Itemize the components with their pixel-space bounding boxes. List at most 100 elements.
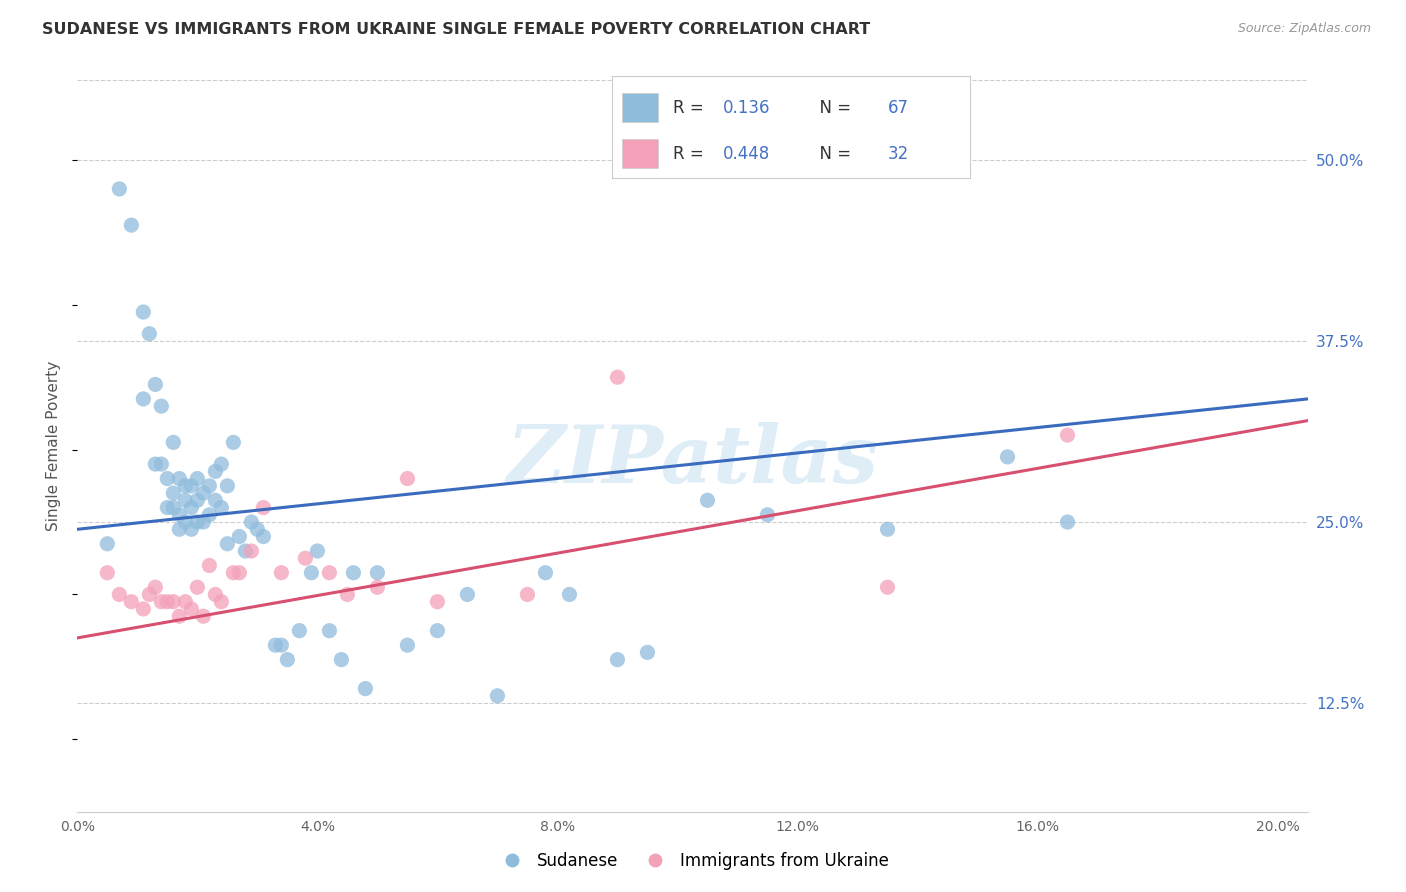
Point [186,580,208,594]
Point [876,522,898,536]
Point [246,522,269,536]
Point [288,624,311,638]
Point [156,472,179,486]
Point [143,580,166,594]
Point [193,515,215,529]
Point [180,479,202,493]
Point [876,580,898,594]
Point [174,493,197,508]
Point [217,479,239,493]
Text: 67: 67 [887,99,908,117]
Point [516,587,538,601]
Point [108,587,131,601]
Point [1056,428,1078,442]
Point [198,479,221,493]
Y-axis label: Single Female Poverty: Single Female Poverty [46,361,62,531]
Text: 32: 32 [887,145,908,162]
Point [756,508,779,522]
Point [150,595,173,609]
Point [120,218,142,232]
Point [294,551,316,566]
Point [209,500,232,515]
Point [169,508,191,522]
Point [120,595,142,609]
Point [162,486,184,500]
Point [534,566,557,580]
Point [276,653,298,667]
Point [636,645,658,659]
Point [318,624,340,638]
Text: R =: R = [672,145,709,162]
Point [162,435,184,450]
Point [318,566,340,580]
Point [96,566,118,580]
Point [235,544,257,558]
Point [180,500,202,515]
Text: SUDANESE VS IMMIGRANTS FROM UKRAINE SINGLE FEMALE POVERTY CORRELATION CHART: SUDANESE VS IMMIGRANTS FROM UKRAINE SING… [42,22,870,37]
Point [186,515,208,529]
Point [336,587,359,601]
Point [228,566,250,580]
Point [143,457,166,471]
Text: 0.448: 0.448 [723,145,770,162]
Point [204,493,226,508]
Point [193,486,215,500]
Point [209,457,232,471]
Point [228,529,250,543]
Point [180,522,202,536]
Point [174,595,197,609]
Point [330,653,353,667]
Point [366,580,388,594]
Point [222,566,245,580]
Point [307,544,329,558]
Point [240,515,263,529]
Text: ZIPatlas: ZIPatlas [506,422,879,500]
Point [174,479,197,493]
Point [138,326,160,341]
Point [150,457,173,471]
Point [396,472,419,486]
Text: R =: R = [672,99,709,117]
Point [299,566,322,580]
Point [156,500,179,515]
Point [186,493,208,508]
Point [426,595,449,609]
Point [204,464,226,478]
Point [143,377,166,392]
FancyBboxPatch shape [623,139,658,168]
Point [270,566,292,580]
Point [342,566,364,580]
Point [456,587,478,601]
Point [169,472,191,486]
Point [138,587,160,601]
FancyBboxPatch shape [623,94,658,122]
Point [217,537,239,551]
Point [264,638,287,652]
Point [174,515,197,529]
Point [108,182,131,196]
Point [150,399,173,413]
Point [193,609,215,624]
Point [162,595,184,609]
Point [198,558,221,573]
Point [606,370,628,384]
Point [132,305,155,319]
Point [204,587,226,601]
Text: N =: N = [808,145,856,162]
Point [132,392,155,406]
Point [132,602,155,616]
Point [209,595,232,609]
Point [396,638,419,652]
Point [426,624,449,638]
Point [366,566,388,580]
Point [270,638,292,652]
Point [198,508,221,522]
Point [252,529,274,543]
Legend: Sudanese, Immigrants from Ukraine: Sudanese, Immigrants from Ukraine [489,846,896,877]
Point [1056,515,1078,529]
Point [558,587,581,601]
Point [222,435,245,450]
Point [162,500,184,515]
Text: 0.136: 0.136 [723,99,770,117]
Point [696,493,718,508]
